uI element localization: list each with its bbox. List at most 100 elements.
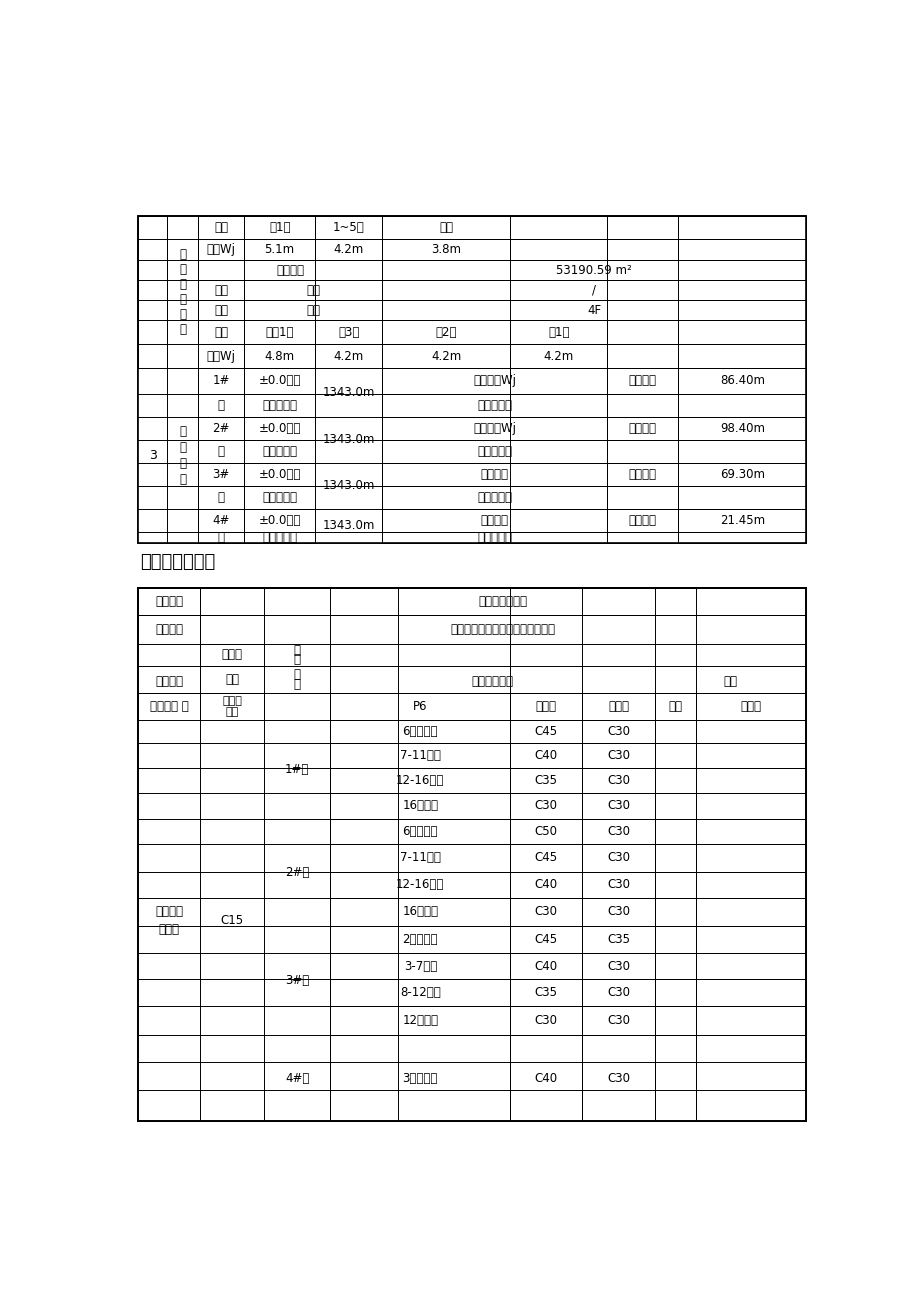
Text: C40: C40 — [534, 878, 557, 891]
Bar — [330, 794, 510, 818]
Bar — [510, 767, 582, 794]
Bar — [198, 301, 244, 321]
Bar — [654, 644, 805, 721]
Bar — [330, 1035, 510, 1121]
Text: 桩基、筏板基础: 桩基、筏板基础 — [478, 594, 528, 607]
Bar — [138, 216, 166, 369]
Text: 基底标（Wj: 基底标（Wj — [472, 374, 516, 387]
Bar — [607, 417, 677, 439]
Text: 4.2m: 4.2m — [431, 349, 461, 362]
Bar — [510, 898, 582, 925]
Bar — [198, 417, 244, 439]
Bar — [382, 321, 510, 344]
Bar — [314, 463, 382, 509]
Text: 室内外局差: 室内外局差 — [477, 444, 512, 457]
Bar — [314, 238, 382, 261]
Bar — [510, 818, 582, 844]
Bar — [330, 844, 510, 872]
Text: 69.30m: 69.30m — [719, 468, 764, 481]
Text: 6层及以下: 6层及以下 — [403, 825, 437, 838]
Text: C45: C45 — [534, 724, 557, 737]
Text: 吊
层
及
地
下
室: 吊 层 及 地 下 室 — [178, 249, 186, 336]
Text: 混凝土强
度等级: 混凝土强 度等级 — [155, 906, 183, 936]
Bar — [677, 216, 805, 238]
Bar — [677, 369, 805, 394]
Text: 12层以上: 12层以上 — [402, 1014, 437, 1027]
Bar — [510, 980, 582, 1006]
Text: C30: C30 — [534, 799, 557, 812]
Text: /: / — [592, 284, 596, 297]
Text: C30: C30 — [607, 774, 630, 787]
Text: C45: C45 — [534, 933, 557, 946]
Text: 屋圄: 屋圄 — [439, 222, 453, 235]
Bar — [198, 394, 244, 417]
Bar — [244, 463, 314, 486]
Bar — [382, 417, 607, 439]
Bar — [654, 1035, 696, 1121]
Bar — [198, 439, 244, 463]
Text: 剪力墙: 剪力墙 — [221, 649, 243, 662]
Text: 7-11层顶: 7-11层顶 — [400, 851, 440, 864]
Bar — [138, 693, 200, 721]
Text: C30: C30 — [607, 1014, 630, 1027]
Bar — [582, 721, 654, 743]
Text: 其余: 其余 — [668, 700, 682, 713]
Bar — [198, 509, 244, 532]
Bar — [696, 925, 805, 952]
Text: 于绝对标高: 于绝对标高 — [262, 444, 297, 457]
Bar — [330, 721, 510, 743]
Text: 抗震设防裂度: 抗震设防裂度 — [471, 675, 513, 688]
Text: 1343.0m: 1343.0m — [323, 480, 374, 493]
Bar — [582, 1035, 654, 1121]
Text: 建筑总高: 建筑总高 — [628, 374, 656, 387]
Bar — [654, 794, 696, 818]
Bar — [200, 693, 264, 721]
Text: 建
筑
高
度: 建 筑 高 度 — [178, 425, 186, 486]
Text: C50: C50 — [534, 825, 557, 838]
Bar — [582, 980, 654, 1006]
Bar — [314, 509, 382, 543]
Bar — [696, 1035, 805, 1121]
Bar — [677, 417, 805, 439]
Bar — [138, 721, 200, 1121]
Text: C30: C30 — [607, 749, 630, 762]
Text: 墙和柱: 墙和柱 — [535, 700, 556, 713]
Text: 层数: 层数 — [214, 304, 228, 317]
Bar — [677, 238, 805, 261]
Text: 吊3层: 吊3层 — [337, 326, 359, 339]
Text: 楼: 楼 — [218, 491, 224, 504]
Bar — [510, 794, 582, 818]
Text: 21.45m: 21.45m — [719, 515, 764, 528]
Text: 级: 级 — [293, 653, 301, 666]
Bar — [138, 644, 200, 721]
Bar — [510, 344, 607, 369]
Text: 7-11层顶: 7-11层顶 — [400, 749, 440, 762]
Bar — [330, 925, 510, 952]
Text: 1~5层: 1~5层 — [333, 222, 364, 235]
Text: C35: C35 — [534, 774, 557, 787]
Bar — [654, 952, 696, 980]
Bar — [696, 721, 805, 743]
Bar — [198, 486, 244, 509]
Text: 3层及以下: 3层及以下 — [403, 1071, 437, 1084]
Text: 建筑: 建筑 — [214, 222, 228, 235]
Bar — [677, 463, 805, 486]
Bar — [677, 532, 805, 543]
Text: 七度: 七度 — [723, 675, 737, 688]
Text: 8-12层顶: 8-12层顶 — [400, 986, 440, 999]
Bar — [582, 872, 654, 898]
Text: 2层及以下: 2层及以下 — [403, 933, 437, 946]
Text: 4.2m: 4.2m — [543, 349, 573, 362]
Bar — [677, 394, 805, 417]
Text: 混凝土垫 层: 混凝土垫 层 — [150, 700, 188, 713]
Bar — [677, 321, 805, 344]
Text: 全现浇钢筋混凝土框架剪力墙结构: 全现浇钢筋混凝土框架剪力墙结构 — [450, 623, 555, 636]
Bar — [654, 818, 696, 844]
Text: 层（Wj: 层（Wj — [207, 349, 235, 362]
Bar — [582, 818, 654, 844]
Bar — [607, 439, 677, 463]
Bar — [264, 693, 330, 721]
Text: C40: C40 — [534, 1071, 557, 1084]
Text: 于绝对标高: 于绝对标高 — [262, 491, 297, 504]
Bar — [138, 588, 805, 1121]
